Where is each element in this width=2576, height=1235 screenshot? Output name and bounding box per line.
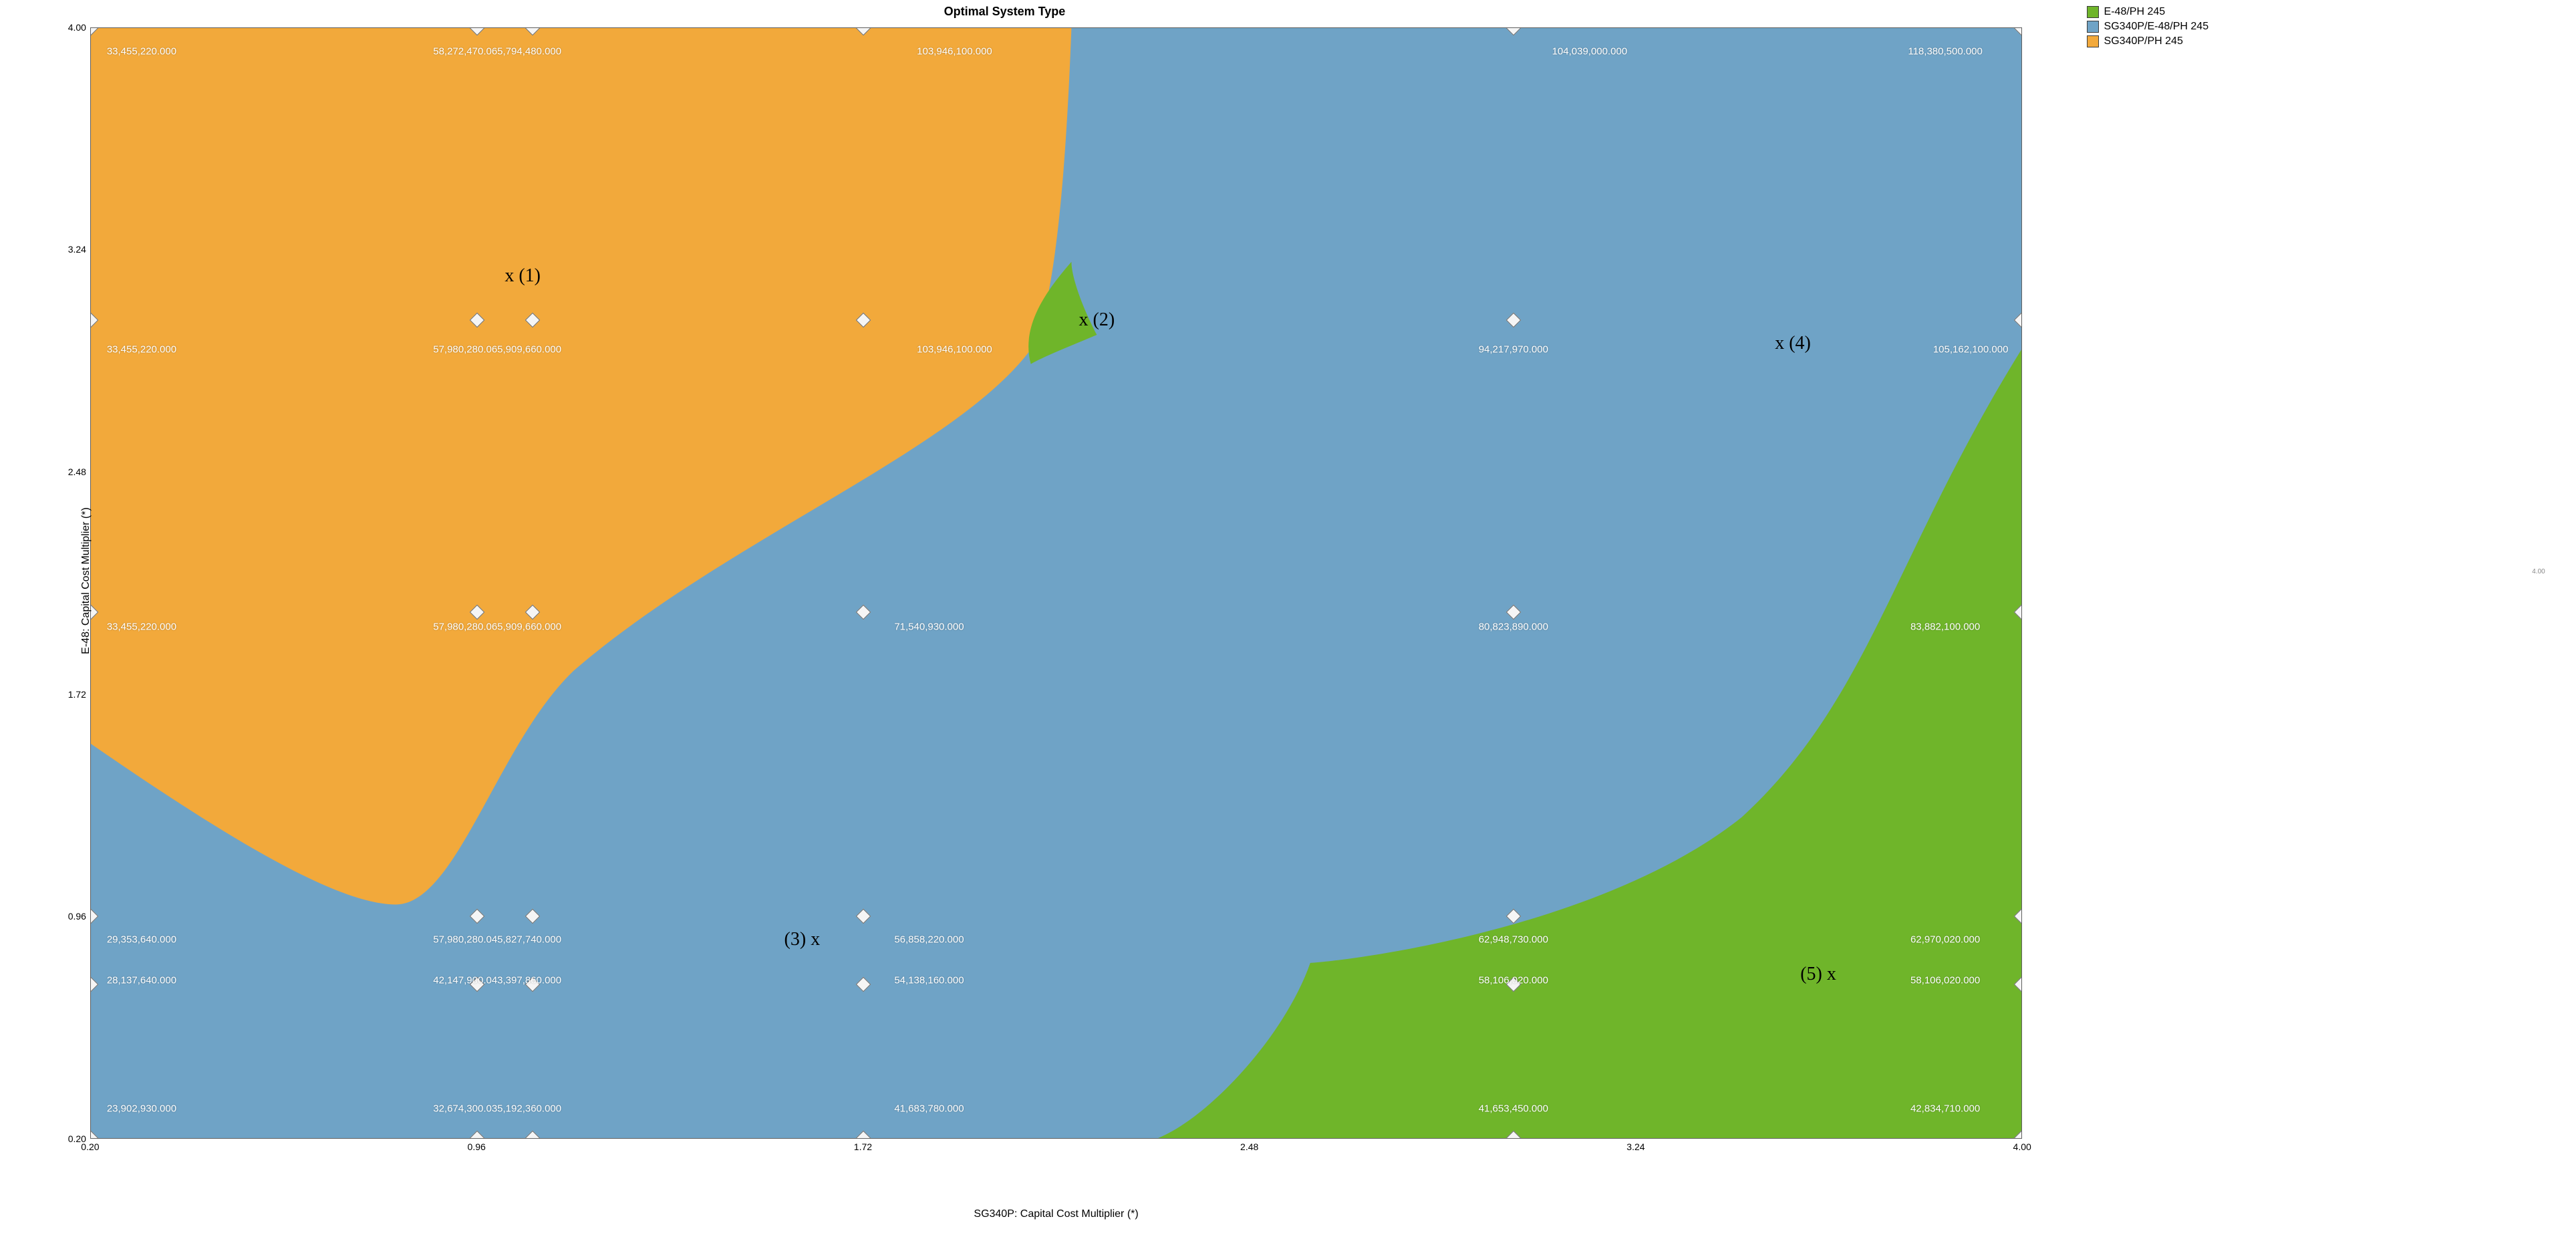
legend-label: E-48/PH 245 (2104, 6, 2166, 18)
plot-area: 33,455,220.00058,272,470.065,794,480.000… (90, 27, 2022, 1139)
x-tick: 4.00 (2013, 1139, 2031, 1152)
y-axis-title: E-48: Capital Cost Multiplier (*) (80, 507, 92, 654)
y-tick: 4.00 (68, 22, 90, 33)
y-tick: 3.24 (68, 244, 90, 255)
legend-item: E-48/PH 245 (2087, 6, 2209, 18)
x-axis-title: SG340P: Capital Cost Multiplier (*) (90, 1208, 2022, 1220)
x-tick: 0.96 (468, 1139, 486, 1152)
legend-swatch (2087, 6, 2099, 18)
y-tick: 0.96 (68, 911, 90, 922)
legend-label: SG340P/E-48/PH 245 (2104, 21, 2209, 33)
chart-title: Optimal System Type (0, 5, 2009, 19)
y-tick: 2.48 (68, 466, 90, 477)
x-tick: 1.72 (854, 1139, 872, 1152)
legend-swatch (2087, 35, 2099, 47)
x-tick: 2.48 (1240, 1139, 1258, 1152)
legend: E-48/PH 245 SG340P/E-48/PH 245 SG340P/PH 2… (2087, 6, 2209, 50)
y-tick: 1.72 (68, 689, 90, 700)
x-tick: 0.20 (81, 1139, 99, 1152)
regions-svg (91, 28, 2021, 1138)
legend-item: SG340P/PH 245 (2087, 35, 2209, 47)
legend-label: SG340P/PH 245 (2104, 35, 2183, 47)
x-tick: 3.24 (1626, 1139, 1644, 1152)
right-faint-label: 4.00 (2532, 568, 2545, 575)
legend-swatch (2087, 21, 2099, 33)
legend-item: SG340P/E-48/PH 245 (2087, 21, 2209, 33)
